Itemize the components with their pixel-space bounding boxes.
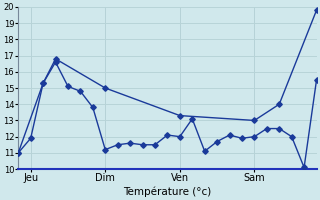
X-axis label: Température (°c): Température (°c) bbox=[123, 186, 212, 197]
